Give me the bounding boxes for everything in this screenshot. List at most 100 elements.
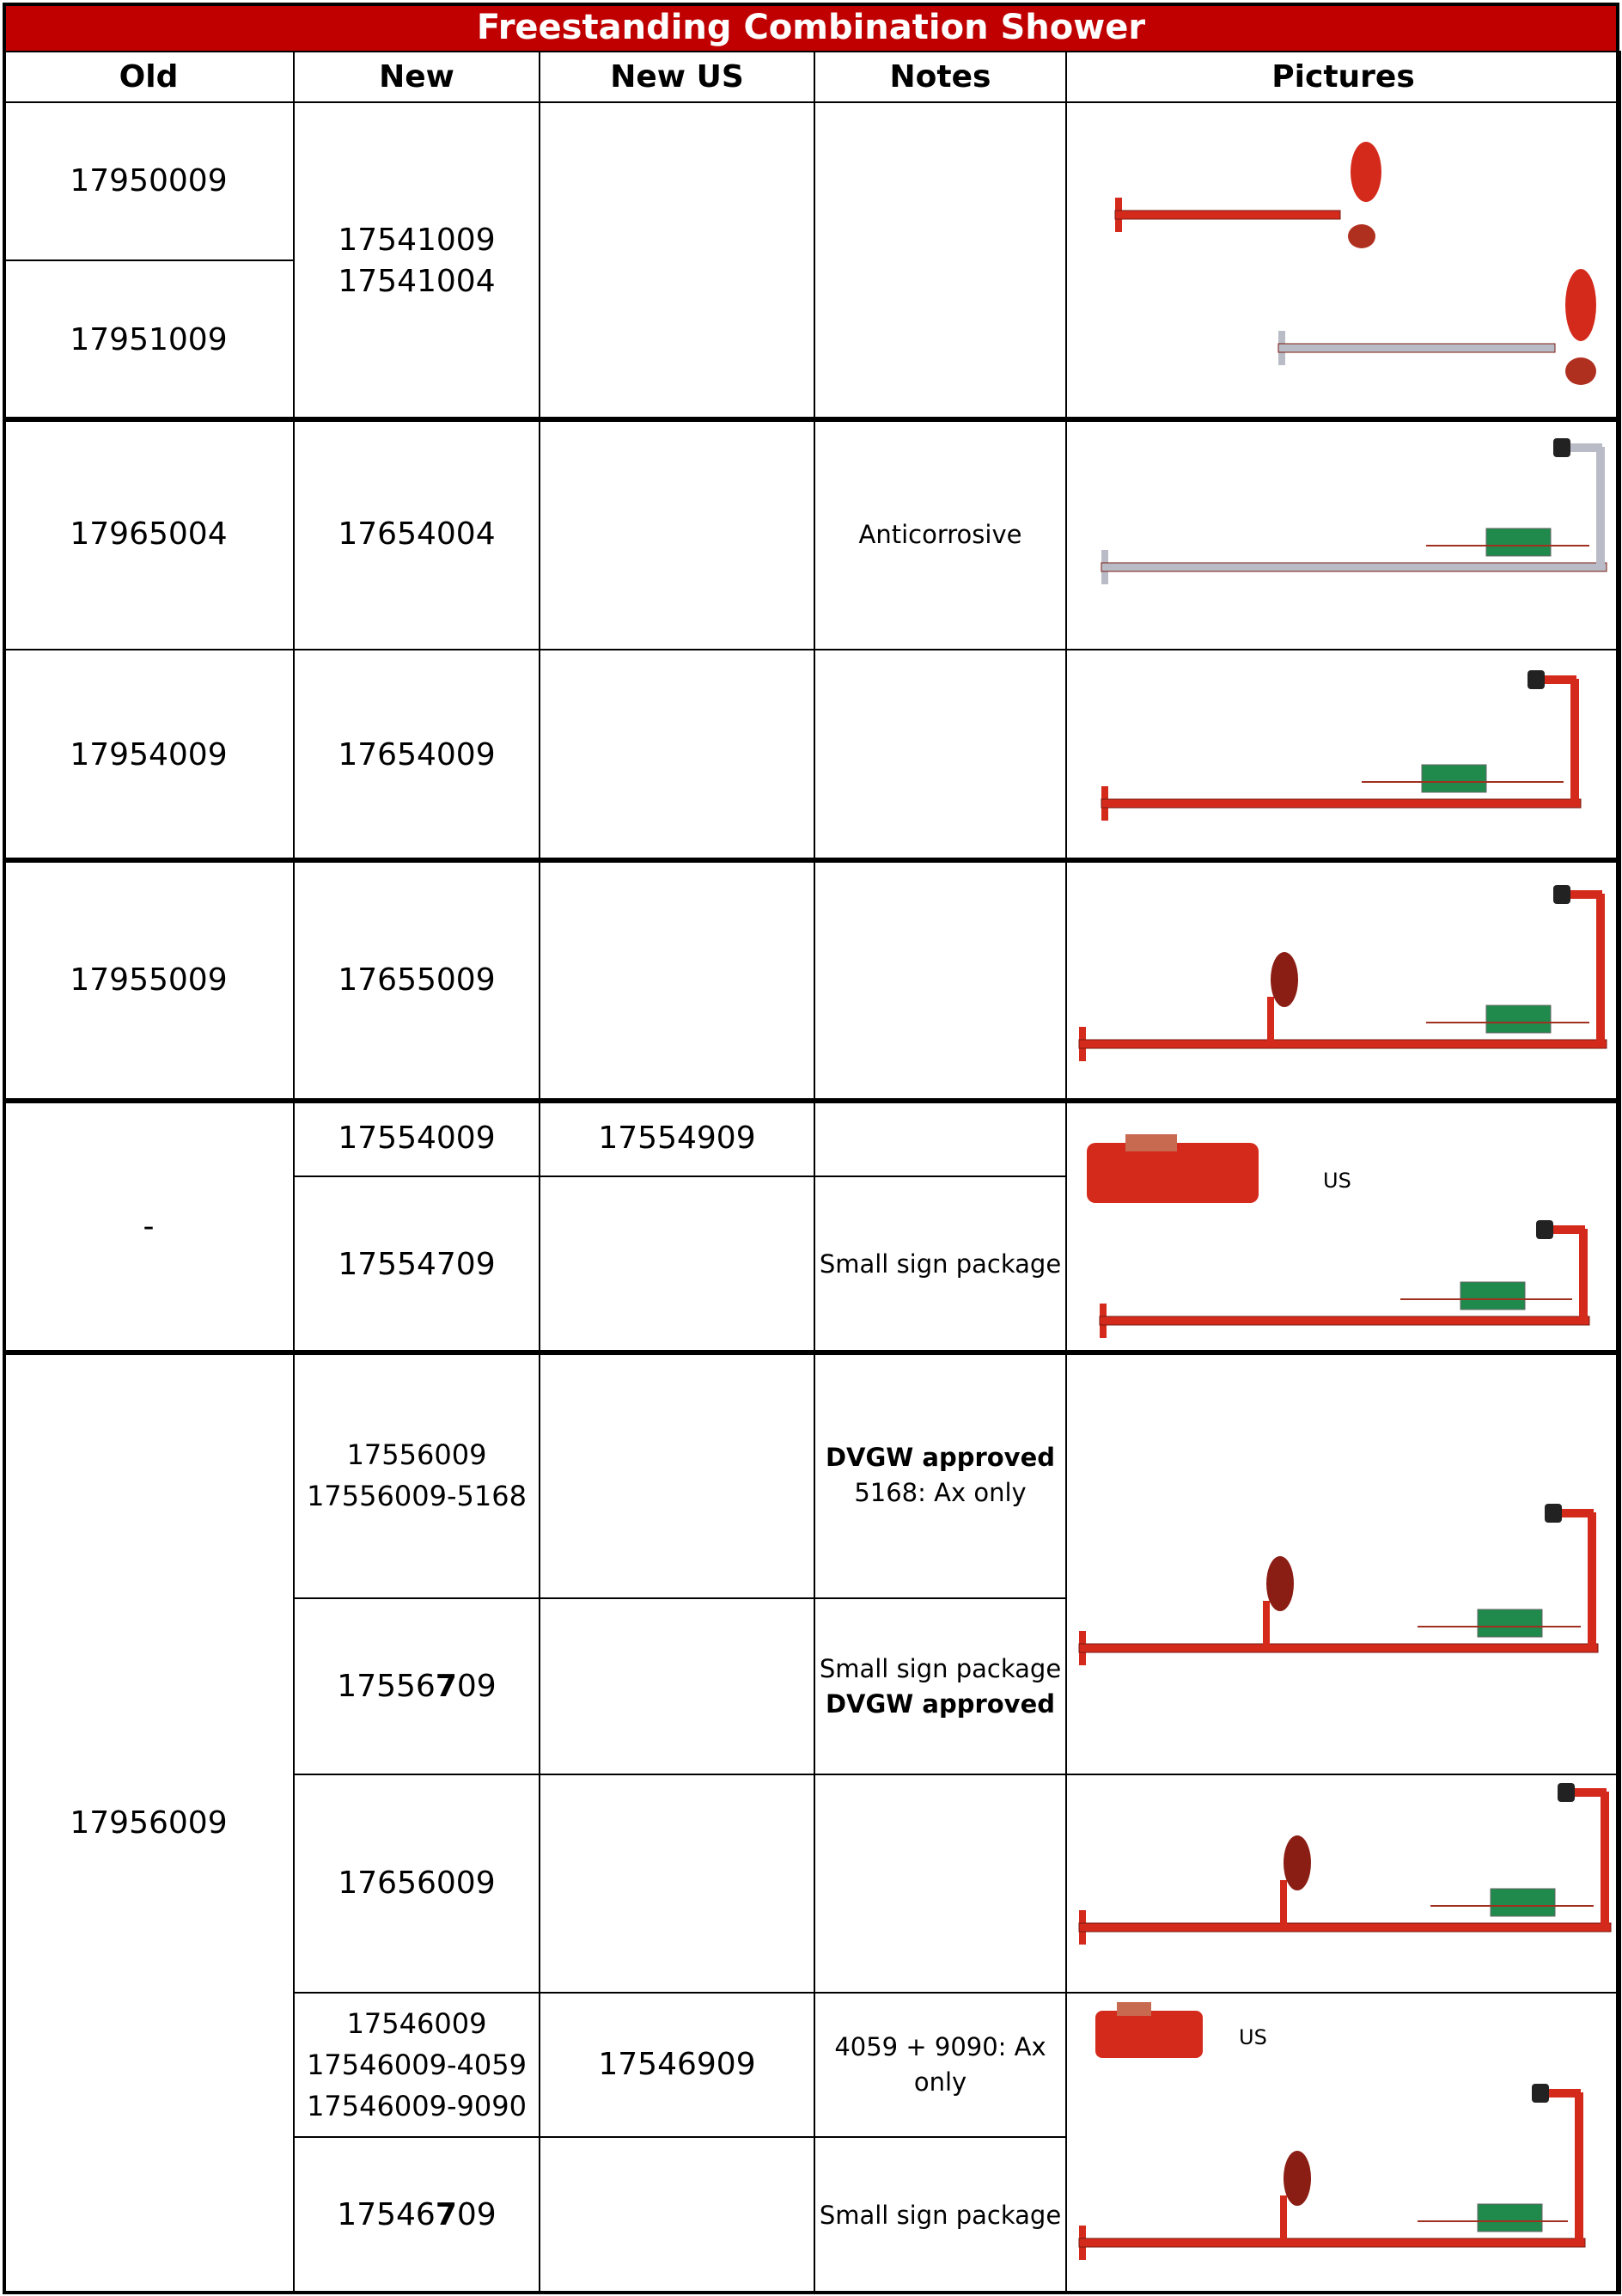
text-part: 09: [456, 2197, 497, 2232]
drawing-part: [1575, 2092, 1583, 2243]
new-number: 17556009: [346, 1438, 487, 1471]
new-us-number: 17546909: [598, 2047, 756, 2082]
drawing-part: [1564, 443, 1602, 452]
note-text: Small sign package: [819, 1653, 1062, 1683]
new-number: 17654004: [338, 516, 496, 552]
header-text: New US: [610, 59, 744, 95]
new-number: 17654009: [338, 736, 496, 772]
drawing-part: [1101, 562, 1607, 572]
old-number: 17951009: [70, 321, 228, 357]
header-text: Old: [119, 59, 179, 95]
header-text: New: [379, 59, 454, 95]
note-text: 4059 + 9090: Ax only: [834, 2032, 1046, 2097]
drawing-part: [1114, 210, 1341, 220]
drawing-part: [1601, 1792, 1609, 1927]
drawing-part: [1280, 1880, 1287, 1927]
drawing-part: [1099, 1316, 1590, 1326]
new-cell: 17541009 17541004: [293, 101, 540, 420]
drawing-part: [1477, 1609, 1543, 1638]
drawing-part: [1271, 952, 1298, 1007]
new-number: 17655009: [338, 962, 496, 998]
drawing-part: [1588, 1512, 1596, 1648]
drawing-part: [1532, 2084, 1549, 2103]
drawing-part: [1538, 675, 1576, 684]
group-separator: [3, 858, 1619, 863]
new-number: 17541004: [338, 263, 496, 299]
drawing-part: [1553, 438, 1570, 457]
text-part: 09: [456, 1668, 497, 1704]
new-number: 17554009: [338, 1121, 496, 1156]
drawing-part: [1545, 1504, 1562, 1523]
outer-border: [3, 3, 1619, 2294]
drawing-part: [1555, 1509, 1594, 1517]
text-part: 17556: [337, 1668, 436, 1704]
drawing-part: [1078, 2238, 1586, 2248]
text-part: 17546: [337, 2197, 436, 2232]
drawing-part: [1087, 1143, 1259, 1203]
drawing-part: [1280, 2195, 1287, 2243]
new-number: 17554709: [338, 1246, 496, 1282]
new-number: 17546709: [337, 2195, 496, 2236]
new-number: 17541009: [338, 222, 496, 258]
drawing-part: [1125, 1134, 1177, 1151]
drawing-part: [1477, 2203, 1543, 2232]
drawing-part: [1101, 798, 1582, 809]
text-part: 7: [435, 1668, 457, 1704]
drawing-part: [1536, 1220, 1553, 1239]
new-number: 17656009: [338, 1865, 496, 1901]
old-number: 17956009: [70, 1804, 228, 1841]
us-label: US: [1239, 2025, 1267, 2049]
drawing-part: [1078, 1039, 1607, 1049]
drawing-part: [1117, 2002, 1151, 2016]
drawing-part: [1485, 1004, 1552, 1034]
new-number: 17546009-9090: [307, 2090, 527, 2122]
drawing-part: [1579, 1229, 1588, 1321]
note-text: DVGW approved: [825, 1688, 1056, 1719]
drawing-part: [1490, 1888, 1556, 1917]
new-number: 17556009-5168: [307, 1480, 527, 1512]
drawing-part: [1485, 528, 1552, 557]
note-text: 5168: Ax only: [854, 1478, 1027, 1507]
drawing-part: [1078, 1922, 1612, 1933]
new-number: 17546009: [346, 2007, 487, 2040]
new-number: 17556709: [337, 1666, 496, 1707]
drawing-part: [1277, 343, 1556, 353]
header-text: Notes: [889, 59, 991, 95]
drawing-part: [1527, 670, 1545, 689]
drawing-part: [1348, 224, 1375, 248]
drawing-part: [1095, 2011, 1203, 2058]
old-cell: 17951009: [3, 260, 295, 420]
group-separator: [3, 1098, 1619, 1103]
table-title: Freestanding Combination Shower: [3, 3, 1619, 52]
old-number: -: [143, 1208, 155, 1244]
drawing-part: [1267, 997, 1274, 1044]
old-number: 17965004: [70, 516, 228, 552]
drawing-part: [1596, 894, 1605, 1044]
drawing-part: [1284, 1835, 1311, 1890]
text-part: 7: [435, 2197, 457, 2232]
drawing-part: [1263, 1601, 1270, 1648]
drawing-part: [1078, 1643, 1599, 1653]
new-number: 17546009-4059: [307, 2049, 527, 2081]
drawing-part: [1558, 1783, 1575, 1802]
new-cell: 17654009: [293, 649, 540, 861]
note-text: DVGW approved: [825, 1443, 1056, 1472]
drawing-part: [1570, 679, 1579, 803]
drawing-part: [1266, 1556, 1294, 1611]
group-separator: [3, 417, 1619, 422]
drawing-part: [1568, 1788, 1607, 1797]
old-number: 17955009: [70, 962, 228, 998]
drawing-part: [1542, 2089, 1581, 2098]
drawing-part: [1284, 2151, 1311, 2206]
drawing-part: [1564, 890, 1602, 899]
old-number: 17950009: [70, 163, 228, 198]
old-number: 17954009: [70, 736, 228, 772]
notes-cell: Small sign package: [814, 2136, 1067, 2294]
drawing-part: [1421, 764, 1487, 793]
note-text: Small sign package: [819, 2200, 1062, 2230]
new-us-number: 17554909: [598, 1121, 756, 1156]
drawing-part: [1351, 142, 1381, 202]
us-label: US: [1323, 1169, 1351, 1193]
drawing-part: [1596, 447, 1605, 567]
